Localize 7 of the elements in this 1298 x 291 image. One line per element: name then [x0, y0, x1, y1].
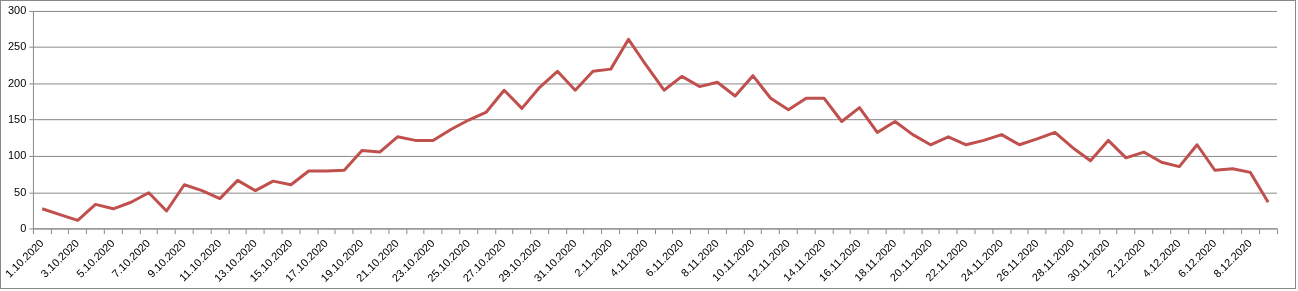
y-tick-label: 0 [20, 222, 27, 235]
y-tick-label: 250 [8, 40, 27, 53]
y-tick-label: 200 [8, 76, 27, 89]
y-tick-label: 50 [14, 185, 27, 198]
y-tick-label: 150 [8, 113, 27, 126]
y-tick-label: 100 [8, 149, 27, 162]
y-tick-label: 300 [8, 3, 27, 16]
